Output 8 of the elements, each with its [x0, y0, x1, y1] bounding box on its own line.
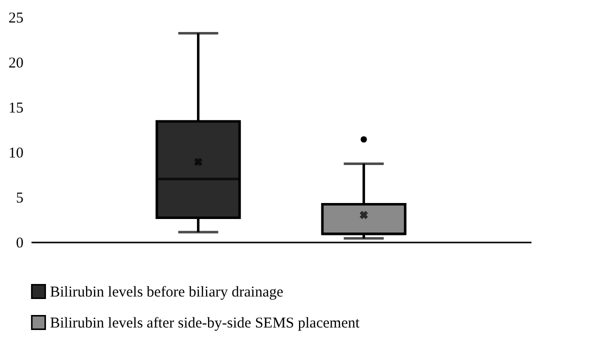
- y-tick-label: 20: [8, 56, 24, 72]
- y-tick-label: 0: [16, 236, 24, 252]
- y-tick-label: 25: [8, 10, 24, 26]
- y-tick-label: 15: [8, 100, 24, 116]
- y-tick-label: 5: [16, 190, 24, 206]
- legend-label: Bilirubin levels before biliary drainage: [50, 284, 284, 300]
- y-tick-label: 10: [8, 146, 24, 162]
- legend-label: Bilirubin levels after side-by-side SEMS placement: [50, 316, 360, 332]
